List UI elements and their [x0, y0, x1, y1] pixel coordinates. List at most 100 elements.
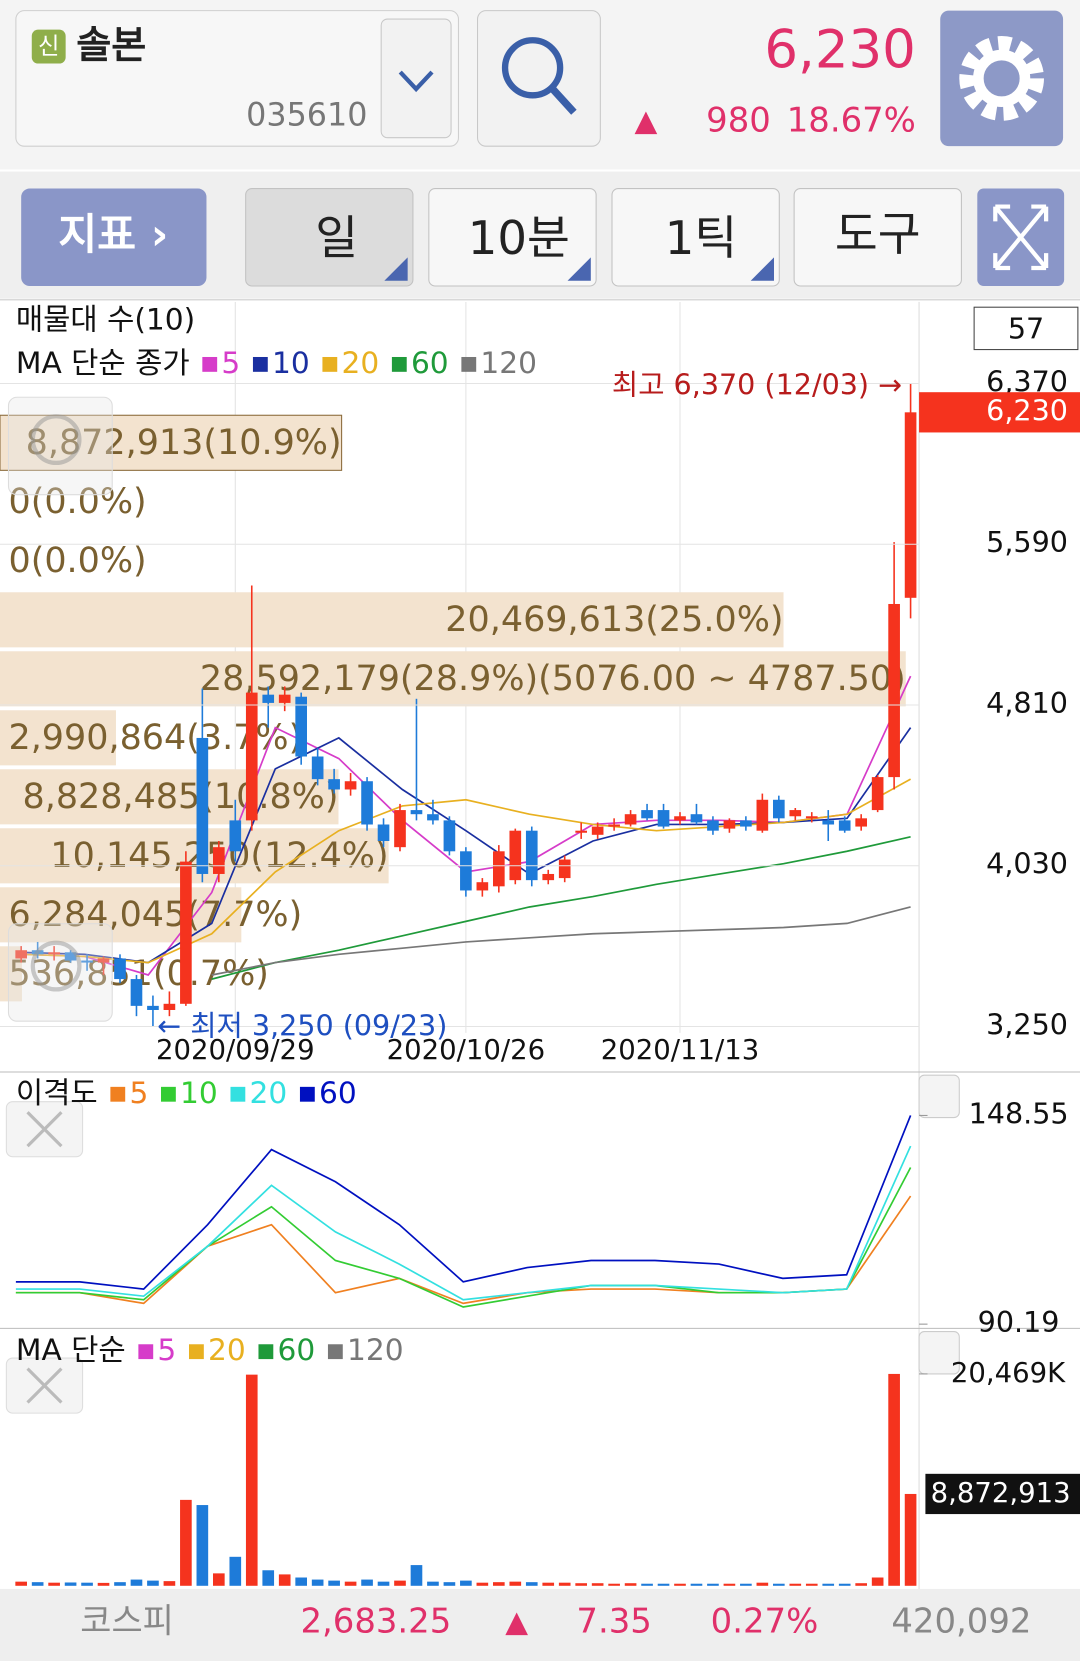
legend-label: 60 — [278, 1332, 316, 1367]
y-tick-label: 20,469K — [951, 1357, 1066, 1389]
volume-bar — [278, 1574, 291, 1586]
candle-body — [295, 696, 307, 757]
volume-bar — [657, 1583, 670, 1586]
candle-body — [805, 816, 818, 819]
current-volume-tag — [925, 1473, 1080, 1515]
gear-icon — [959, 36, 1044, 121]
resize-button[interactable] — [918, 1074, 960, 1119]
legend-swatch — [161, 1086, 176, 1102]
candle-body — [591, 826, 604, 835]
y-tick-label: 4,810 — [986, 686, 1068, 720]
candle-body — [97, 958, 110, 963]
zoom-button[interactable] — [7, 923, 113, 1022]
indicator-button[interactable] — [21, 188, 207, 287]
volume-bar — [15, 1581, 27, 1586]
candle-body — [245, 692, 258, 821]
volume-bar — [427, 1581, 439, 1586]
close-icon — [26, 1367, 63, 1404]
legend-swatch — [299, 1086, 315, 1102]
volume-bar — [163, 1581, 176, 1586]
candle-body — [64, 952, 77, 961]
volume-bar — [888, 1373, 900, 1586]
candle-body — [196, 737, 209, 874]
profile-label: 0(0.0%) — [8, 482, 146, 522]
legend-title: MA 단순 — [16, 1332, 126, 1367]
candle-body — [213, 847, 225, 874]
candle-body — [608, 824, 620, 827]
candle-body — [822, 820, 835, 825]
volume-bar — [493, 1582, 505, 1586]
candle-body — [229, 820, 242, 852]
candle-body — [888, 603, 900, 778]
volume-bar — [130, 1579, 143, 1586]
legend-swatch — [138, 1344, 154, 1360]
ma-line — [211, 836, 911, 980]
volume-bar — [558, 1582, 571, 1586]
volume-bar — [904, 1493, 917, 1586]
stock-box[interactable] — [15, 10, 459, 147]
footer — [0, 1588, 1080, 1661]
legend-label: 20 — [208, 1332, 246, 1367]
volume-bar — [48, 1582, 60, 1586]
legend-label: 60 — [411, 345, 449, 380]
legend-label: 120 — [480, 345, 537, 380]
x-tick-label: 2020/11/13 — [601, 1034, 760, 1066]
volume-bar — [608, 1583, 620, 1586]
index-value: 2,683.25 — [300, 1601, 451, 1640]
volume-bar — [64, 1582, 77, 1586]
profile-bar — [0, 887, 242, 943]
volume-bar — [805, 1583, 818, 1586]
profile-bar — [0, 769, 339, 825]
badge — [31, 29, 66, 64]
profile-label: 2,990,864(3.7%) — [8, 718, 302, 758]
candle-body — [525, 830, 538, 881]
disparity-line — [15, 1145, 912, 1301]
candle-body — [476, 882, 489, 891]
volume-bar — [147, 1580, 159, 1586]
legend-swatch — [188, 1344, 204, 1360]
expand-icon — [993, 204, 1049, 271]
resize-button[interactable] — [918, 1331, 960, 1375]
candle-body — [81, 960, 93, 963]
search-icon — [549, 86, 577, 115]
minute-button[interactable] — [428, 188, 597, 287]
volume-bar — [591, 1583, 604, 1586]
legend-swatch — [230, 1086, 246, 1102]
disparity-line — [15, 1195, 912, 1305]
candle-body — [394, 810, 406, 848]
tools-button[interactable] — [793, 188, 962, 287]
volume-bar — [245, 1374, 258, 1586]
tick-button[interactable] — [611, 188, 780, 287]
candle-body — [311, 756, 324, 780]
chevron — [398, 70, 434, 93]
legend-swatch — [202, 356, 218, 372]
candle-body — [163, 1003, 176, 1010]
search-button[interactable] — [477, 10, 601, 147]
current-volume-label: 8,872,913 — [931, 1477, 1071, 1509]
legend-label: 5 — [129, 1075, 148, 1110]
legend-swatch — [322, 356, 338, 372]
period-button[interactable] — [245, 188, 414, 287]
legend-title: 이격도 — [16, 1075, 98, 1110]
legend-swatch — [461, 356, 477, 372]
index-volume: 420,092 — [891, 1601, 1031, 1640]
index-change: 7.35 — [576, 1601, 651, 1640]
profile-bar — [0, 592, 784, 648]
legend-swatch — [110, 1086, 126, 1102]
candle-body — [756, 799, 769, 831]
candle-body — [443, 820, 456, 852]
settings-button[interactable] — [940, 10, 1064, 147]
current-price-tag — [919, 392, 1080, 433]
price: 6,230 — [764, 20, 916, 81]
volume-bar — [443, 1582, 456, 1586]
volume-bar — [460, 1580, 472, 1586]
volume-bar — [410, 1565, 423, 1586]
zoom-button[interactable] — [7, 396, 113, 496]
legend-label: 10 — [180, 1075, 218, 1110]
volume-bar — [871, 1577, 884, 1586]
volume-bar — [509, 1581, 522, 1586]
dropdown[interactable] — [380, 18, 452, 139]
count: 57 — [1008, 312, 1044, 346]
volume-bar — [624, 1583, 637, 1586]
y-tick-label: 4,030 — [986, 847, 1068, 881]
